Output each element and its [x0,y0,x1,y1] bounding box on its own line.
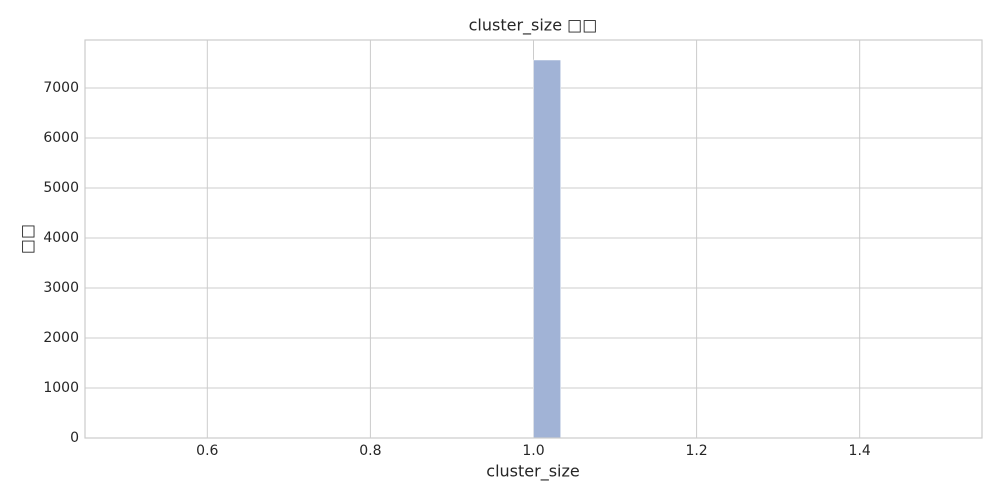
x-tick-label: 1.0 [522,443,544,459]
x-tick-label: 1.4 [849,443,871,459]
y-tick-label: 0 [70,430,79,446]
plot-frame [84,39,983,439]
x-axis-label: cluster_size [486,462,579,482]
y-tick-label: 2000 [43,330,79,346]
y-tick-label: 7000 [43,80,79,96]
y-tick-label: 6000 [43,130,79,146]
y-tick-label: 1000 [43,380,79,396]
x-tick-label: 1.2 [685,443,707,459]
y-tick-label: 3000 [43,280,79,296]
y-tick-label: 5000 [43,180,79,196]
x-tick-label: 0.6 [196,443,218,459]
x-tick-label: 0.8 [359,443,381,459]
y-axis-label: □□ [18,224,37,254]
y-tick-label: 4000 [43,230,79,246]
bar [533,59,561,439]
chart-title: cluster_size □□ [469,16,598,36]
